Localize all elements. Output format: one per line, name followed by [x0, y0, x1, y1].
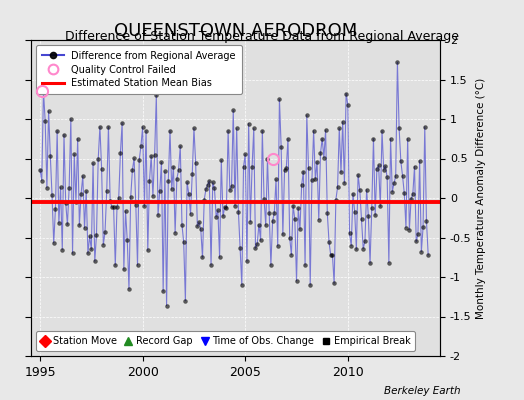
- Title: QUEENSTOWN AERODROM: QUEENSTOWN AERODROM: [114, 22, 357, 40]
- Legend: Station Move, Record Gap, Time of Obs. Change, Empirical Break: Station Move, Record Gap, Time of Obs. C…: [36, 332, 416, 351]
- Text: Berkeley Earth: Berkeley Earth: [385, 386, 461, 396]
- Y-axis label: Monthly Temperature Anomaly Difference (°C): Monthly Temperature Anomaly Difference (…: [476, 77, 486, 319]
- Text: Difference of Station Temperature Data from Regional Average: Difference of Station Temperature Data f…: [65, 30, 459, 43]
